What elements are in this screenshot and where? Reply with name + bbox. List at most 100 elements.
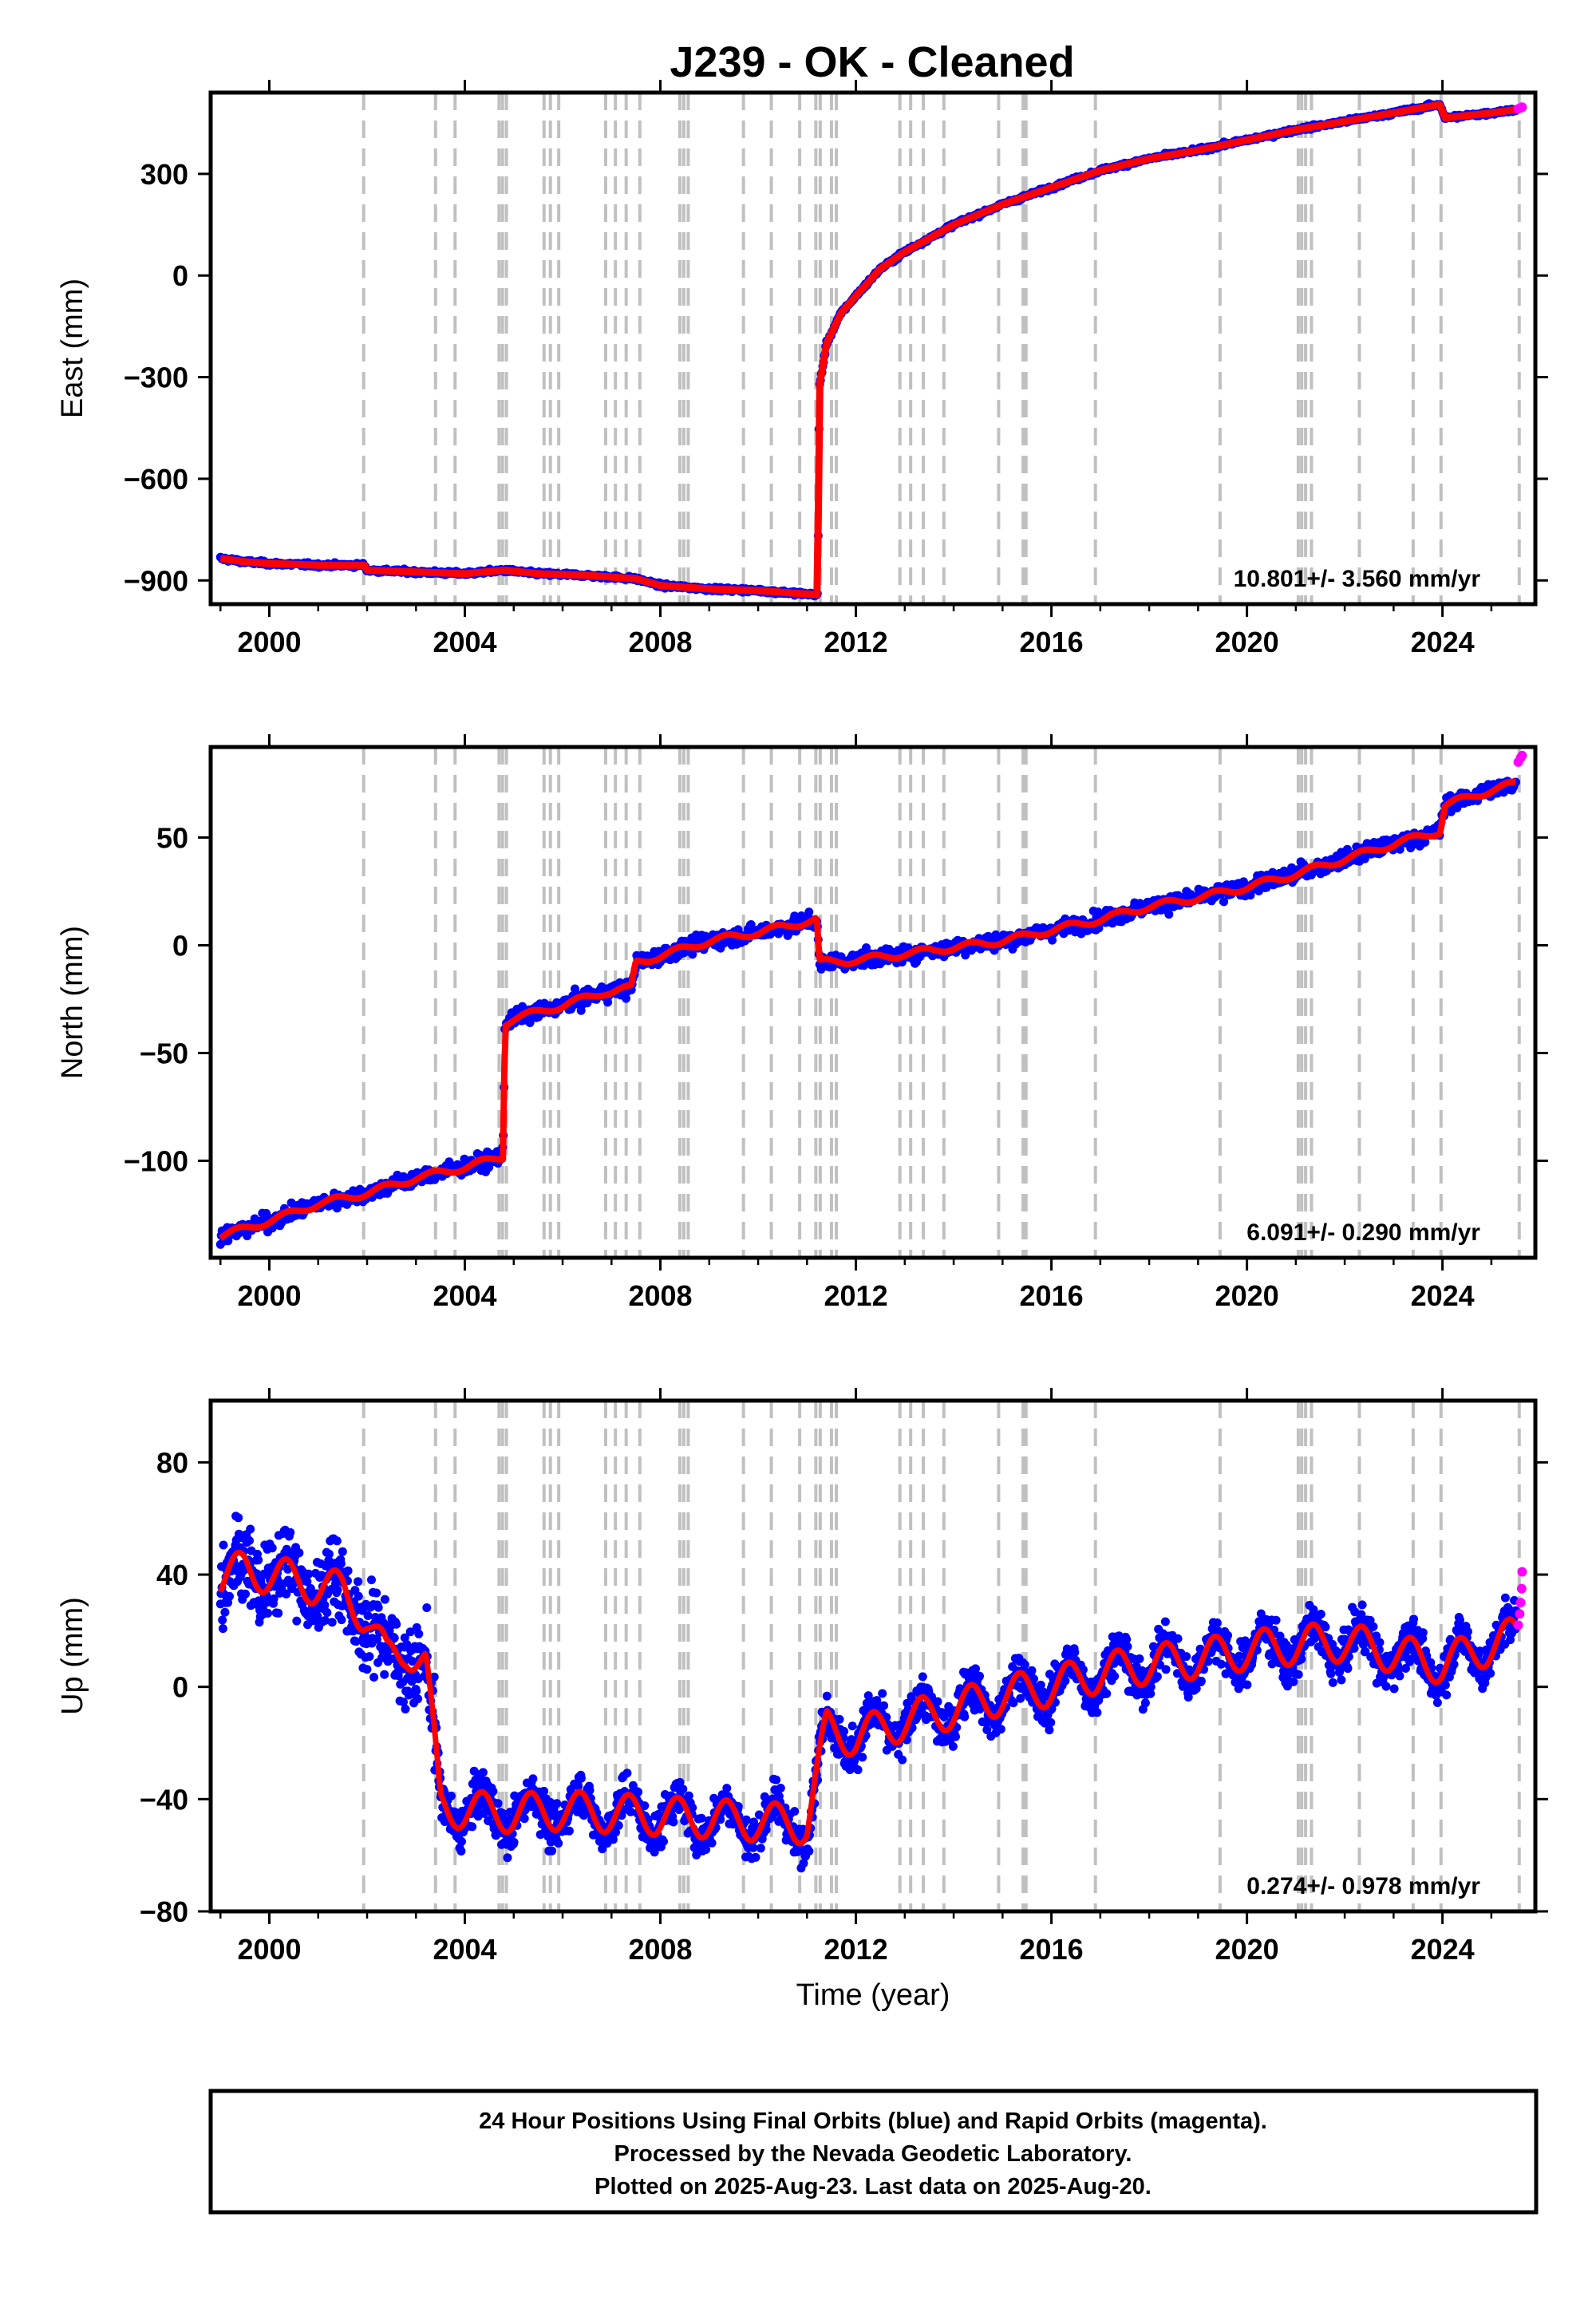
x-tick-label: 2020 <box>1215 626 1279 658</box>
data-point <box>294 1548 304 1558</box>
data-point <box>274 1608 283 1618</box>
data-point <box>707 1838 717 1848</box>
data-point <box>468 1822 477 1832</box>
data-point <box>336 1559 346 1568</box>
data-point <box>362 1665 372 1674</box>
data-point <box>879 1701 888 1710</box>
data-point <box>741 1815 751 1824</box>
data-point <box>286 1528 295 1537</box>
data-point <box>585 1785 595 1795</box>
rapid-orbit-points <box>1513 750 1527 767</box>
rapid-point <box>1517 750 1527 761</box>
x-tick-label: 2008 <box>628 1279 692 1312</box>
plot-frame <box>208 90 1538 607</box>
data-point <box>519 1814 529 1824</box>
up-panel: 2000 2004 2008 2012 2016 2020 202480400−40−80U… <box>56 1388 1548 2012</box>
data-point <box>327 1618 337 1627</box>
data-point <box>634 1787 643 1796</box>
data-point <box>539 1786 549 1796</box>
x-tick-label: 2000 <box>237 1279 301 1312</box>
data-point <box>263 1608 273 1618</box>
data-point <box>457 1837 466 1846</box>
x-tick-label: 2012 <box>824 1279 888 1312</box>
data-point <box>246 1524 255 1534</box>
data-point <box>853 1765 863 1775</box>
data-point <box>267 1543 277 1553</box>
y-axis-label: North (mm) <box>56 926 89 1079</box>
data-point <box>858 1753 867 1762</box>
data-point <box>697 1813 706 1823</box>
data-point <box>509 1837 519 1847</box>
x-tick-label: 2016 <box>1020 1279 1084 1312</box>
y-tick-label: −600 <box>124 463 188 496</box>
x-tick-label: 2024 <box>1411 626 1475 658</box>
data-point <box>547 1846 557 1856</box>
y-tick-label: 0 <box>172 259 188 292</box>
data-point <box>822 1691 832 1701</box>
data-point <box>354 1591 363 1601</box>
data-point <box>862 943 871 952</box>
data-point <box>772 1775 781 1784</box>
velocity-rate-label: 10.801+/- 3.560 mm/yr <box>1234 566 1481 592</box>
chart-title: J239 - OK - Cleaned <box>670 38 1074 86</box>
data-point <box>839 1726 849 1736</box>
y-tick-label: −50 <box>140 1037 188 1069</box>
y-tick-label: −900 <box>124 564 188 597</box>
data-point <box>564 1826 574 1836</box>
data-point <box>503 1853 512 1863</box>
data-point <box>756 1844 765 1853</box>
data-point <box>528 1774 538 1784</box>
data-point <box>380 1670 389 1679</box>
data-point <box>554 1839 563 1848</box>
data-point <box>292 1616 302 1626</box>
event-lines <box>361 93 1521 604</box>
north-panel: 2000 2004 2008 2012 2016 2020 2024500−50−100No… <box>56 734 1548 1312</box>
data-point <box>363 1611 373 1620</box>
x-tick-label: 2008 <box>628 626 692 658</box>
east-panel: 2000 2004 2008 2012 2016 2020 20243000−300−600… <box>56 80 1548 658</box>
data-point <box>380 1595 389 1604</box>
data-point <box>372 1588 381 1598</box>
y-axis-label: East (mm) <box>56 279 89 418</box>
data-point <box>749 1843 758 1852</box>
y-tick-label: 300 <box>140 158 188 191</box>
final-orbit-points <box>215 99 1520 601</box>
data-point <box>701 1845 711 1854</box>
data-point <box>552 1799 562 1808</box>
data-point <box>223 1236 233 1246</box>
x-tick-label: 2000 <box>237 626 301 658</box>
data-point <box>234 1513 243 1523</box>
data-point <box>413 1694 423 1704</box>
data-point <box>1164 910 1174 919</box>
data-point <box>373 1603 383 1612</box>
data-point <box>369 1673 379 1682</box>
data-point <box>835 1714 844 1724</box>
data-point <box>678 1784 688 1794</box>
data-point <box>804 1847 814 1856</box>
data-point <box>254 1555 263 1565</box>
data-point <box>751 1852 760 1862</box>
data-point <box>446 1791 456 1800</box>
rapid-orbit-points <box>1513 102 1527 114</box>
final-orbit-points <box>215 1512 1520 1873</box>
data-point <box>878 1689 887 1698</box>
data-point <box>392 1619 401 1629</box>
data-point <box>324 1549 334 1559</box>
y-tick-label: 50 <box>156 821 188 854</box>
data-point <box>622 994 630 1003</box>
data-point <box>333 1585 342 1595</box>
data-point <box>320 1600 330 1610</box>
data-point <box>776 1784 785 1792</box>
data-point <box>847 1721 857 1731</box>
data-point <box>804 907 814 917</box>
x-tick-label: 2016 <box>1020 626 1084 658</box>
data-point <box>659 1836 668 1846</box>
model-fit-line <box>218 101 1519 599</box>
x-tick-label: 2004 <box>433 626 496 658</box>
data-point <box>488 1787 498 1796</box>
data-point <box>456 1847 466 1856</box>
data-point <box>332 1536 342 1546</box>
data-point <box>351 1637 361 1646</box>
x-tick-label: 2024 <box>1411 1279 1475 1312</box>
